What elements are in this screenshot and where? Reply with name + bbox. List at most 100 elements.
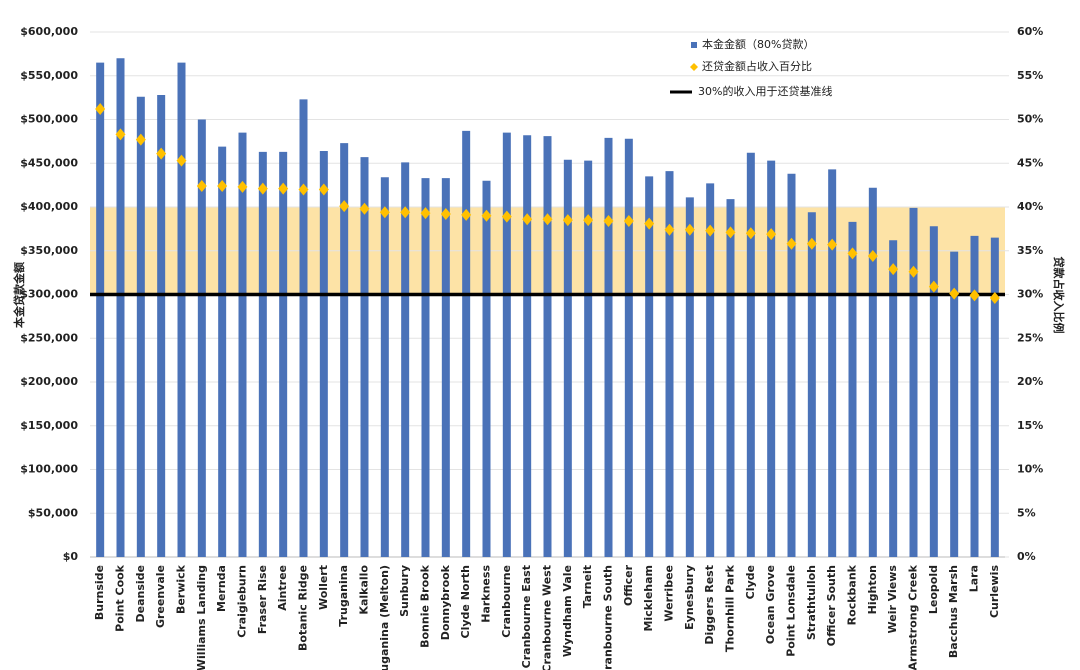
y-tick-label: $350,000 [20,244,78,257]
legend-label: 30%的收入用于还贷基准线 [698,84,832,98]
x-tick-label: Botanic Ridge [297,565,310,651]
y2-tick-label: 60% [1017,25,1043,38]
bar [279,151,288,557]
x-tick-label: Curlewis [988,565,1001,618]
x-tick-label: Rockbank [846,564,859,625]
y-tick-label: $50,000 [28,506,78,519]
x-tick-label: Burnside [93,565,106,620]
x-tick-label: Truganina [337,565,350,627]
marker [318,183,329,196]
bar [970,235,979,557]
bar [218,146,227,557]
marker [847,247,858,260]
y2-tick-label: 0% [1017,550,1036,563]
marker [806,237,817,250]
marker [501,210,512,223]
y2-tick-label: 35% [1017,244,1043,257]
bar [96,62,105,557]
bar [746,152,755,557]
x-tick-label: Cranbourne West [541,565,554,670]
marker [725,226,736,239]
bar [848,221,857,557]
bar [543,136,552,557]
bar [197,119,206,557]
x-tick-label: Lara [968,565,981,592]
marker [603,215,614,227]
bar [726,199,735,557]
bar [706,183,715,557]
marker [684,223,695,236]
y2-tick-label: 5% [1017,506,1036,519]
bar [116,58,125,557]
y2-axis-label: 贷款占收入比例 [1052,257,1066,334]
y-tick-label: $500,000 [20,113,78,126]
x-tick-label: Wyndham Vale [561,565,574,657]
y-tick-label: $300,000 [20,288,78,301]
marker [400,206,411,219]
marker [745,227,756,240]
bar [787,173,796,557]
marker [908,265,919,278]
bar [868,187,877,557]
marker [176,154,187,167]
x-tick-label: Clyde North [459,565,472,638]
marker [156,147,167,160]
y-tick-label: $400,000 [20,200,78,213]
x-tick-label: Clyde [744,565,757,599]
x-tick-label: Strathtulloh [805,565,818,640]
marker [644,217,655,230]
bar [421,178,430,557]
bar [828,169,837,557]
bar [136,96,145,557]
x-tick-label: Cranbourne East [520,565,533,668]
x-tick-label: Bonnie Brook [419,564,432,648]
y-tick-label: $0 [63,550,79,563]
marker [461,208,472,221]
y2-tick-label: 10% [1017,463,1043,476]
bar [177,62,186,557]
bar [299,99,308,557]
x-tick-label: Diggers Rest [703,565,716,645]
marker [522,213,533,226]
bar [807,212,816,557]
x-tick-label: Point Lonsdale [785,565,798,657]
marker [217,180,228,192]
legend-swatch [691,42,697,48]
bar [685,197,694,557]
marker [339,200,350,213]
y2-tick-label: 45% [1017,156,1043,169]
marker [583,214,594,227]
y-tick-label: $150,000 [20,419,78,432]
bar [258,151,267,557]
y-tick-label: $200,000 [20,375,78,388]
x-tick-label: Werribee [663,565,676,622]
bar [482,180,491,557]
marker [237,180,248,193]
marker [420,207,431,220]
bar [523,135,532,557]
y2-tick-label: 40% [1017,200,1043,213]
bar [584,160,593,557]
x-tick-label: Harkness [480,565,493,623]
marker [95,103,106,115]
x-tick-label: Tarneit [581,565,594,608]
x-tick-label: Eynesbury [683,565,696,630]
marker [969,289,980,302]
marker [135,133,146,146]
y2-tick-label: 20% [1017,375,1043,388]
x-tick-label: Berwick [175,564,188,614]
x-tick-label: Highton [866,565,879,614]
bar [238,132,247,557]
x-tick-label: Sunbury [398,565,411,617]
x-tick-label: Armstrong Creek [907,564,920,670]
x-tick-label: Aintree [276,565,289,611]
bar [157,95,166,557]
bar [441,178,450,557]
marker [623,215,634,227]
x-tick-label: Cranbourne [500,565,513,638]
marker [257,182,268,195]
y-axis-label: 本金贷款金额 [12,262,26,328]
x-tick-label: Cranbourne South [602,565,615,670]
marker [359,202,370,215]
